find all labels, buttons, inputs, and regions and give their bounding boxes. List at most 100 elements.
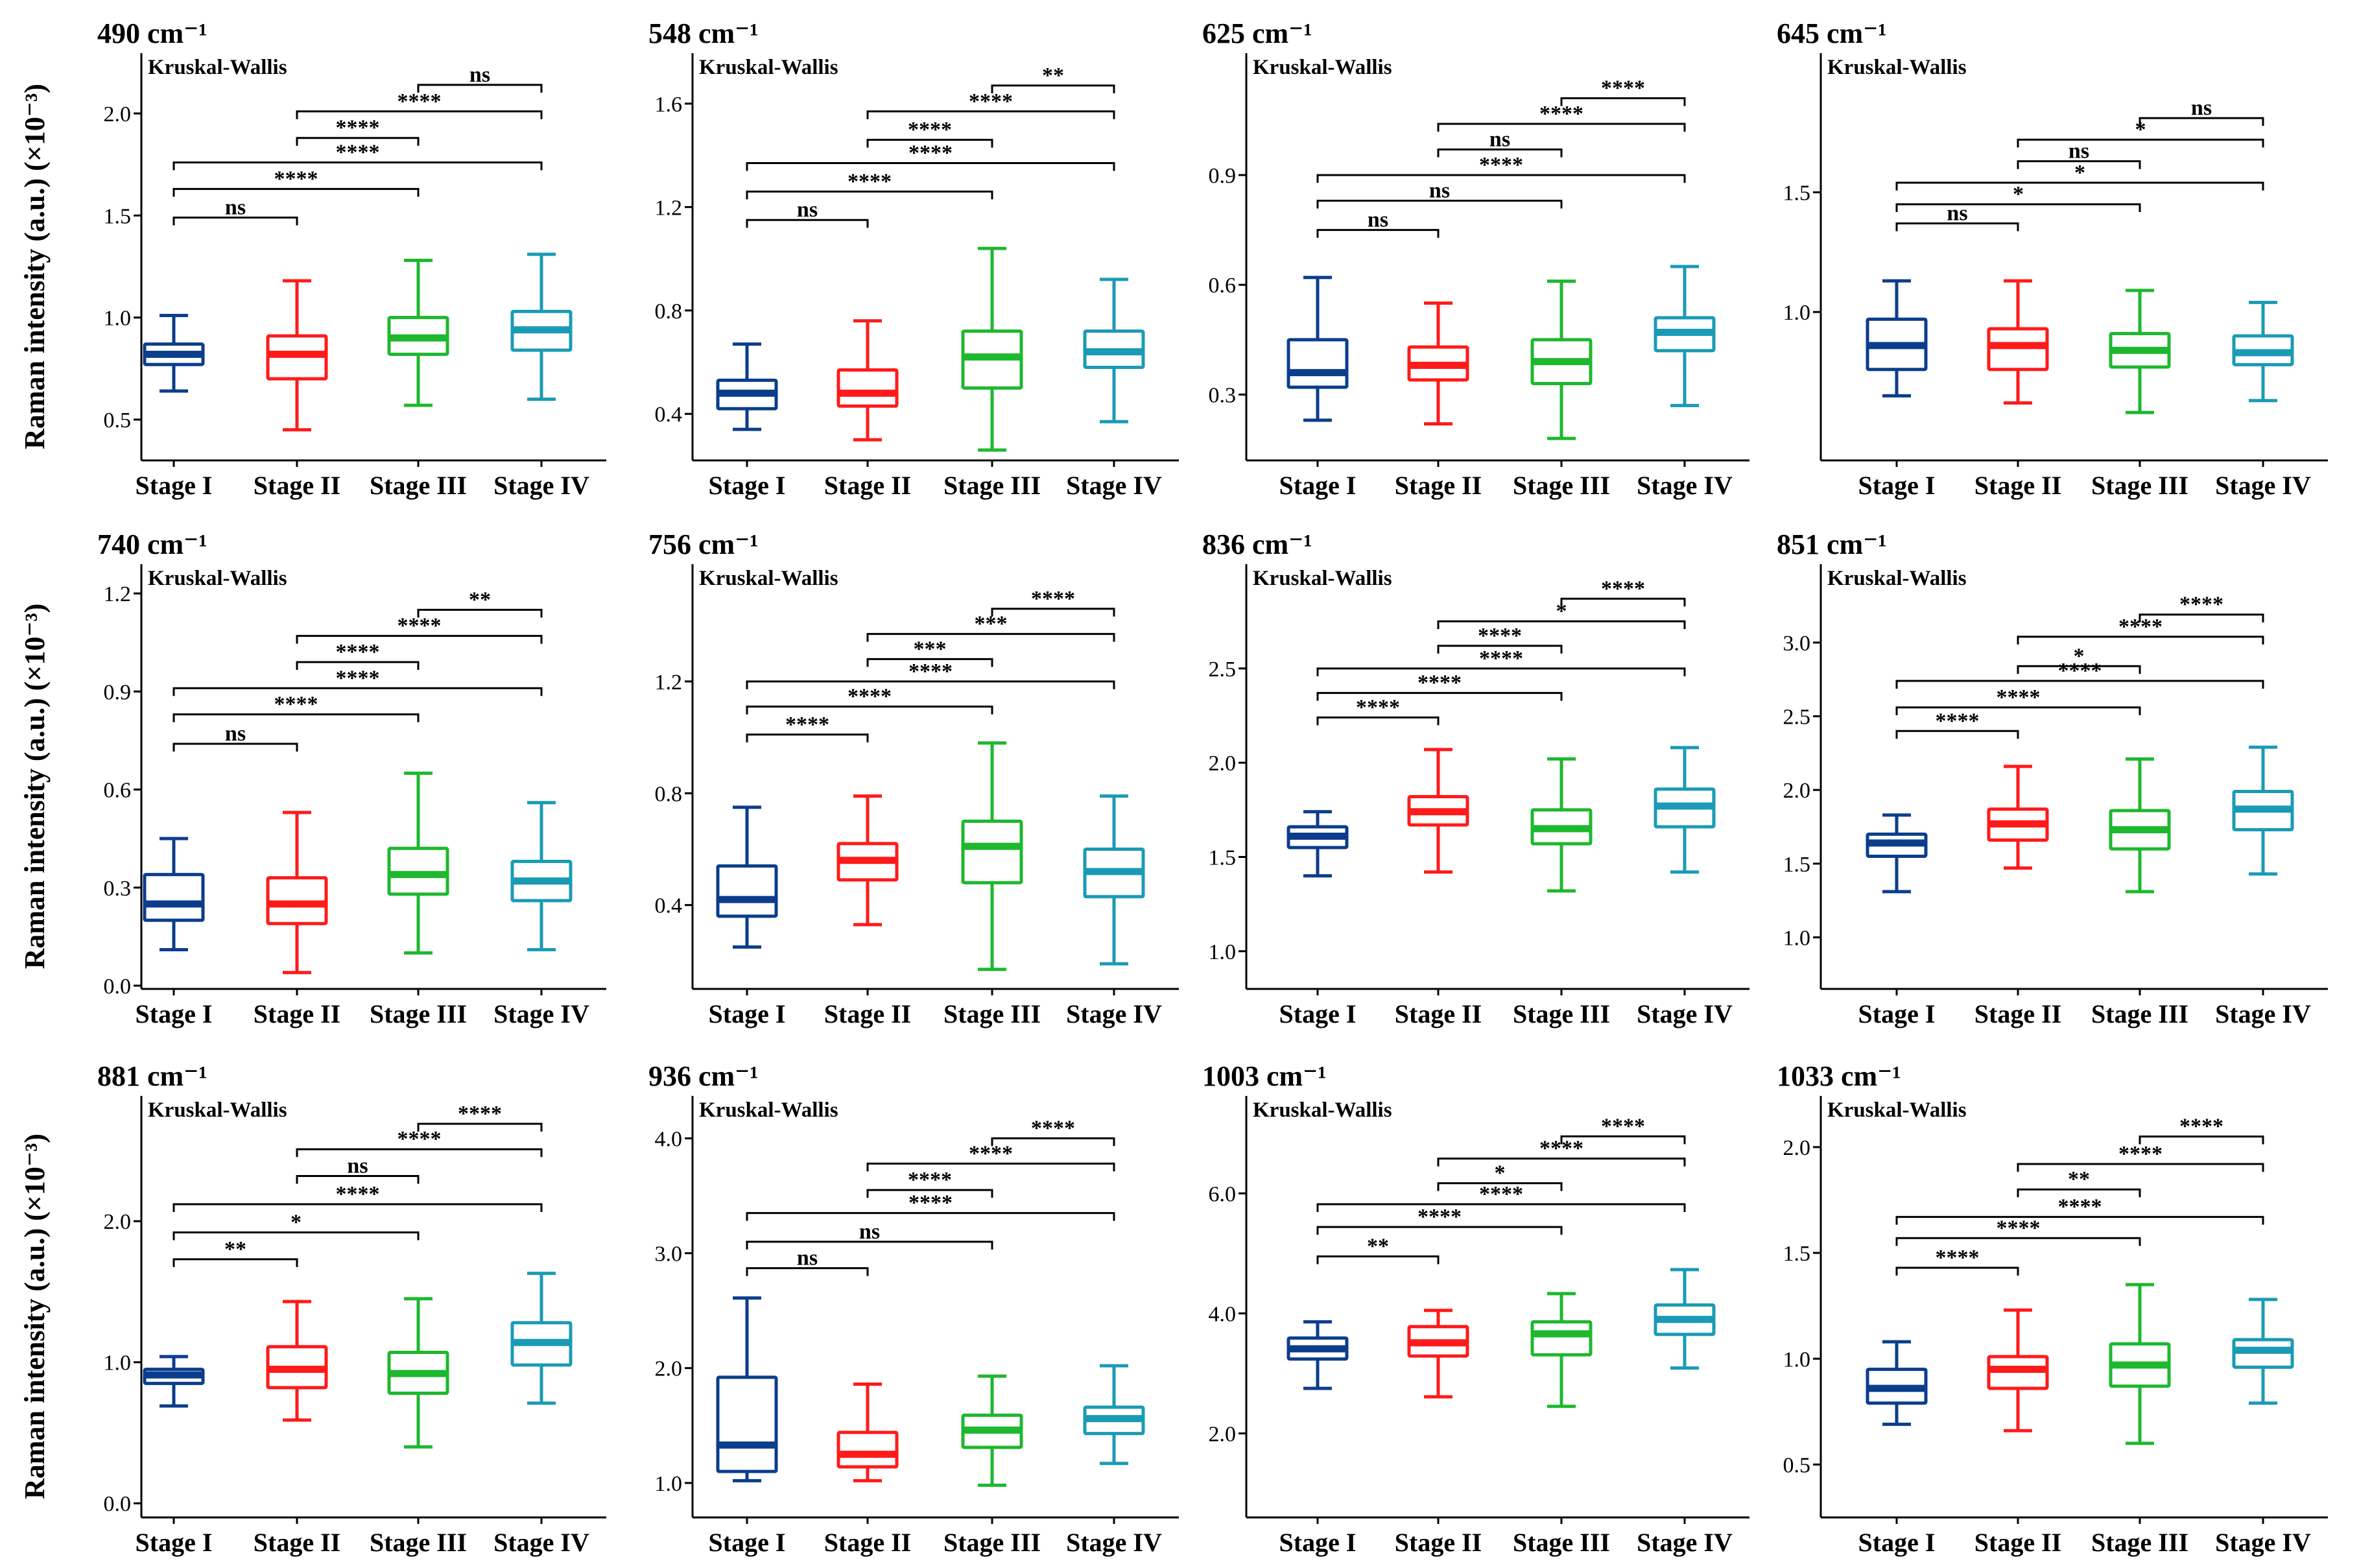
bracket-line [172, 187, 420, 197]
y-tick-label: 0.6 [104, 779, 132, 803]
y-tick-label: 2.0 [1783, 779, 1811, 803]
x-tick-label: Stage IV [493, 471, 589, 500]
bracket-line [296, 1175, 420, 1184]
panel-6: 756 cm⁻¹ Kruskal-Wallis 0.4 0.8 1.2 Stage I St… [648, 529, 1179, 1028]
significance-label: ns [2191, 96, 2212, 120]
bracket-line [866, 633, 1115, 642]
significance-bracket: **** [1316, 153, 1686, 183]
y-tick-label: 1.2 [655, 196, 683, 220]
iqr-box [1987, 327, 2049, 372]
x-tick-label: Stage II [254, 1528, 340, 1557]
x-tick-label: Stage II [824, 1528, 911, 1557]
box-stage-4 [1083, 794, 1145, 966]
bracket-line [417, 608, 543, 618]
x-tick-label: Stage I [709, 1528, 786, 1557]
significance-bracket: **** [1437, 102, 1686, 132]
bracket-line [172, 161, 543, 171]
significance-label: **** [336, 116, 380, 140]
significance-bracket: **** [2017, 1142, 2264, 1172]
y-tick-label: 1.0 [104, 307, 132, 331]
significance-bracket: **** [991, 587, 1115, 617]
significance-label: **** [397, 614, 442, 638]
x-tick-label: Stage II [1395, 1528, 1482, 1557]
significance-bracket: ** [991, 64, 1115, 93]
test-label: Kruskal-Wallis [1253, 1099, 1392, 1122]
significance-bracket: **** [1316, 1205, 1563, 1235]
box-stage-1 [143, 837, 205, 952]
significance-label: **** [785, 713, 829, 737]
significance-bracket: **** [296, 640, 420, 670]
significance-label: *** [975, 612, 1008, 636]
panel-title: 836 cm⁻¹ [1202, 529, 1312, 560]
significance-label: **** [2118, 1142, 2163, 1166]
y-tick-label: 0.8 [655, 300, 683, 324]
significance-bracket: ** [417, 588, 543, 618]
significance-label: * [2135, 117, 2146, 141]
box-stage-1 [143, 1355, 205, 1408]
significance-bracket: **** [866, 89, 1115, 119]
bracket-line [296, 1148, 543, 1158]
panel-8: 851 cm⁻¹ Kruskal-Wallis 1.0 1.5 2.0 2.5 3.0 Sta… [1777, 529, 2328, 1028]
significance-label: ns [347, 1154, 368, 1178]
significance-bracket: **** [172, 666, 543, 696]
significance-bracket: **** [2017, 615, 2264, 645]
bracket-line [866, 658, 993, 667]
bracket-line [1560, 1135, 1686, 1145]
panel-title: 851 cm⁻¹ [1777, 529, 1887, 560]
significance-bracket: ns [1316, 208, 1440, 238]
significance-label: ns [797, 1246, 818, 1270]
box-stage-1 [1866, 1340, 1928, 1426]
significance-label: * [2074, 161, 2085, 185]
x-tick-label: Stage III [2091, 471, 2188, 500]
significance-bracket: **** [296, 89, 543, 119]
significance-bracket: ns [172, 195, 298, 226]
bracket-line [1895, 1216, 2264, 1225]
significance-label: **** [336, 640, 380, 664]
bracket-line [866, 1162, 1115, 1172]
box-stage-2 [266, 1300, 328, 1422]
iqr-box [143, 873, 205, 922]
significance-bracket: **** [172, 167, 420, 197]
panel-title: 756 cm⁻¹ [648, 529, 759, 560]
significance-bracket: **** [172, 693, 420, 722]
test-label: Kruskal-Wallis [148, 56, 287, 79]
significance-label: * [2013, 182, 2024, 206]
iqr-box [961, 819, 1023, 885]
significance-label: * [1556, 599, 1567, 623]
bracket-line [2017, 160, 2141, 169]
box-stage-3 [2109, 1283, 2171, 1445]
bracket-line [1437, 123, 1686, 132]
significance-bracket: **** [866, 1168, 993, 1198]
significance-bracket: ns [172, 722, 298, 752]
bracket-line [2017, 665, 2141, 674]
x-tick-label: Stage III [943, 471, 1041, 500]
box-stage-1 [1866, 813, 1928, 894]
bracket-line [2017, 636, 2264, 645]
bracket-line [296, 661, 420, 670]
x-tick-label: Stage I [709, 999, 786, 1028]
y-tick-label: 1.5 [104, 204, 132, 228]
x-tick-label: Stage II [1974, 471, 2061, 500]
box-stage-2 [1407, 1309, 1469, 1399]
y-tick-label: 3.0 [655, 1242, 683, 1266]
significance-bracket: ns [746, 198, 869, 228]
significance-label: ** [1042, 64, 1064, 88]
significance-label: ns [2069, 139, 2089, 163]
bracket-line [1560, 97, 1686, 106]
x-tick-label: Stage III [1513, 471, 1610, 500]
box-stage-4 [510, 252, 573, 401]
box-stage-2 [1987, 279, 2049, 405]
significance-bracket: **** [1316, 671, 1563, 701]
bracket-line [1316, 1255, 1440, 1265]
significance-bracket: ns [2139, 96, 2264, 126]
x-tick-label: Stage IV [1066, 999, 1162, 1028]
box-stage-3 [387, 771, 449, 955]
significance-label: **** [848, 169, 892, 193]
significance-label: ns [859, 1220, 880, 1244]
y-tick-label: 6.0 [1209, 1182, 1237, 1206]
panel-10: 936 cm⁻¹ Kruskal-Wallis 1.0 2.0 3.0 4.0 Stage … [648, 1060, 1179, 1557]
y-tick-label: 2.0 [104, 102, 132, 126]
bracket-line [2139, 117, 2264, 126]
bracket-line [1316, 229, 1440, 238]
significance-label: **** [274, 167, 318, 191]
